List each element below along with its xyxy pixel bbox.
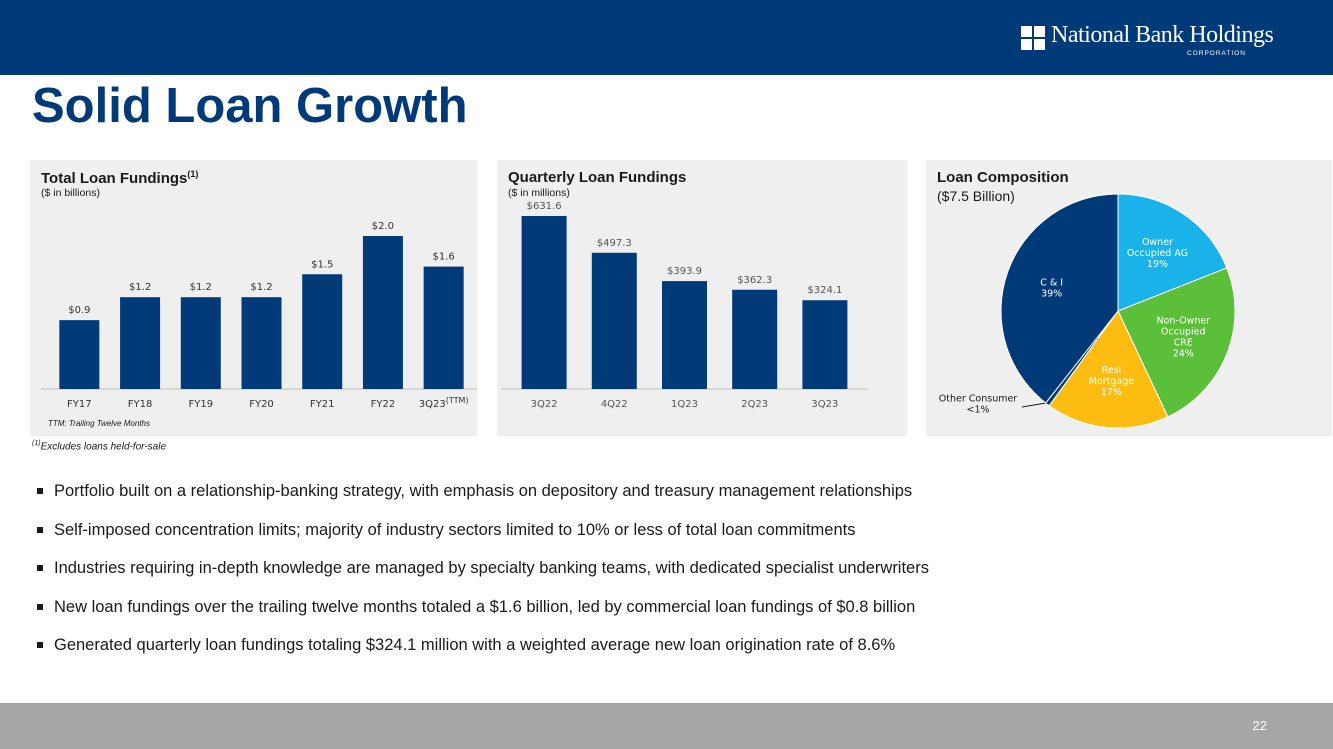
page-title: Solid Loan Growth bbox=[32, 79, 468, 133]
x-tick-label: FY17 bbox=[67, 399, 92, 410]
data-label: $497.3 bbox=[597, 238, 632, 249]
bullet-item: Self-imposed concentration limits; major… bbox=[37, 521, 1137, 560]
x-tick-label: 1Q23 bbox=[671, 399, 698, 410]
loan-composition-panel: Loan Composition ($7.5 Billion) Owner Occ… bbox=[926, 160, 1332, 436]
bar bbox=[521, 216, 567, 389]
pie-slice bbox=[1117, 193, 1228, 312]
bullet-item: Generated quarterly loan fundings totali… bbox=[37, 636, 1137, 675]
ttm-note: TTM: Trailing Twelve Months bbox=[48, 419, 150, 428]
total-loan-fundings-chart: $0.9 FY17 $1.2 FY18 $1.2 FY19 $1.2 FY20 $1.5 FY21… bbox=[41, 221, 477, 410]
data-label: $0.9 bbox=[68, 305, 90, 316]
bar bbox=[362, 236, 403, 389]
bar bbox=[302, 274, 343, 389]
x-tick-label: FY21 bbox=[310, 399, 335, 410]
bar bbox=[120, 297, 161, 389]
leader-line bbox=[1021, 401, 1049, 408]
quarterly-loan-fundings-chart: $631.6 3Q22 $497.3 4Q22 $393.9 1Q23 $362.3 2Q23… bbox=[501, 201, 868, 410]
data-label: $1.6 bbox=[433, 252, 455, 263]
bar bbox=[802, 300, 848, 389]
bar bbox=[180, 297, 221, 389]
data-label: $393.9 bbox=[667, 266, 702, 277]
logo-text: National Bank Holdings bbox=[1051, 22, 1274, 48]
bar bbox=[59, 320, 100, 389]
pie-label: Other Consumer <1% bbox=[939, 394, 1018, 416]
x-tick-label: FY19 bbox=[188, 399, 213, 410]
data-label: $631.6 bbox=[527, 201, 562, 212]
footer-bar: 22 bbox=[0, 703, 1333, 749]
pie-slice bbox=[1000, 193, 1119, 404]
bar bbox=[241, 297, 282, 389]
page-number: 22 bbox=[1252, 718, 1267, 733]
bar bbox=[662, 281, 707, 389]
data-label: $1.2 bbox=[190, 282, 212, 293]
footnote: (1)Excludes loans held-for-sale bbox=[32, 440, 167, 453]
bullet-list: Portfolio built on a relationship-bankin… bbox=[37, 482, 1137, 675]
x-tick-label: FY20 bbox=[249, 399, 274, 410]
data-label: $1.5 bbox=[311, 259, 333, 270]
x-tick-label: FY18 bbox=[128, 399, 153, 410]
logo-mark-icon bbox=[1021, 26, 1045, 50]
data-label: $1.2 bbox=[129, 282, 151, 293]
total-loan-fundings-panel: Total Loan Fundings(1) ($ in billions) $… bbox=[30, 160, 477, 436]
logo-subtext: CORPORATION bbox=[1187, 50, 1246, 57]
data-label: $2.0 bbox=[372, 221, 394, 232]
chart-subtitle: ($ in millions) bbox=[508, 187, 570, 199]
company-logo: National Bank Holdings CORPORATION bbox=[1021, 22, 1274, 62]
data-label: $362.3 bbox=[737, 275, 772, 286]
x-tick-label: 3Q23 bbox=[811, 399, 838, 410]
chart-title: Total Loan Fundings(1) bbox=[41, 169, 199, 187]
pie-slice bbox=[1048, 310, 1169, 429]
bullet-item: Industries requiring in-depth knowledge … bbox=[37, 559, 1137, 598]
x-tick-label: 3Q22 bbox=[531, 399, 558, 410]
quarterly-loan-fundings-panel: Quarterly Loan Fundings ($ in millions) … bbox=[497, 160, 907, 436]
bar bbox=[591, 252, 637, 389]
loan-composition-pie: Owner Occupied AG 19% Non-Owner Occupied CRE 2… bbox=[939, 193, 1236, 429]
data-label: $324.1 bbox=[807, 285, 842, 296]
pie-label: Owner Occupied AG 19% bbox=[1127, 237, 1188, 270]
header-bar: National Bank Holdings CORPORATION bbox=[0, 0, 1333, 75]
pie-label: C & I 39% bbox=[1040, 278, 1063, 300]
data-label: $1.2 bbox=[250, 282, 272, 293]
x-tick-label: FY22 bbox=[371, 399, 396, 410]
chart-title: Loan Composition bbox=[937, 169, 1069, 186]
bar bbox=[732, 289, 778, 389]
x-tick-label: 2Q23 bbox=[741, 399, 768, 410]
bar bbox=[423, 266, 464, 389]
bullet-item: New loan fundings over the trailing twel… bbox=[37, 598, 1137, 637]
bullet-item: Portfolio built on a relationship-bankin… bbox=[37, 482, 1137, 521]
pie-slice bbox=[1117, 267, 1236, 418]
pie-label: Resi Mortgage 17% bbox=[1089, 365, 1135, 398]
chart-subtitle: ($7.5 Billion) bbox=[937, 188, 1015, 204]
chart-title: Quarterly Loan Fundings bbox=[508, 169, 687, 186]
x-tick-label: 4Q22 bbox=[601, 399, 628, 410]
chart-subtitle: ($ in billions) bbox=[41, 187, 100, 199]
pie-label: Non-Owner Occupied CRE 24% bbox=[1156, 315, 1210, 359]
x-tick-label: 3Q23(TTM) bbox=[419, 396, 469, 410]
